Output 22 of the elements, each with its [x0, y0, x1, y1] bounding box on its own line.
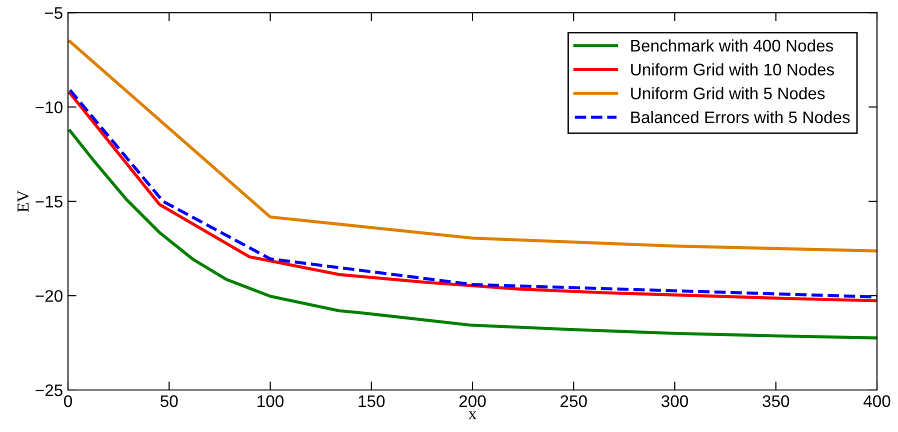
legend-label: Benchmark with 400 Nodes	[631, 39, 834, 52]
x-tick-label: 400	[863, 395, 890, 408]
x-tick-label: 100	[258, 395, 284, 408]
x-axis-title: x	[468, 412, 476, 420]
x-tick-label: 150	[358, 395, 385, 408]
x-tick-label: 50	[160, 395, 178, 408]
x-tick-label: 250	[560, 395, 587, 408]
y-axis-title: EV	[18, 190, 29, 212]
line-series	[68, 40, 877, 252]
y-tick-label: −25	[36, 384, 62, 396]
line-series	[68, 129, 877, 340]
legend-label: Uniform Grid with 10 Nodes	[631, 63, 834, 76]
y-tick-label: −15	[36, 196, 62, 208]
legend-label: Balanced Errors with 5 Nodes	[631, 110, 850, 124]
y-tick-label: −5	[44, 7, 62, 19]
x-tick-label: 0	[64, 395, 72, 408]
x-tick-label: 300	[661, 395, 688, 408]
legend-label: Uniform Grid with 5 Nodes	[631, 87, 825, 100]
x-tick-label: 200	[459, 395, 486, 408]
x-tick-label: 350	[762, 395, 790, 408]
y-tick-label: −20	[36, 290, 62, 302]
y-tick-label: −10	[36, 101, 62, 114]
